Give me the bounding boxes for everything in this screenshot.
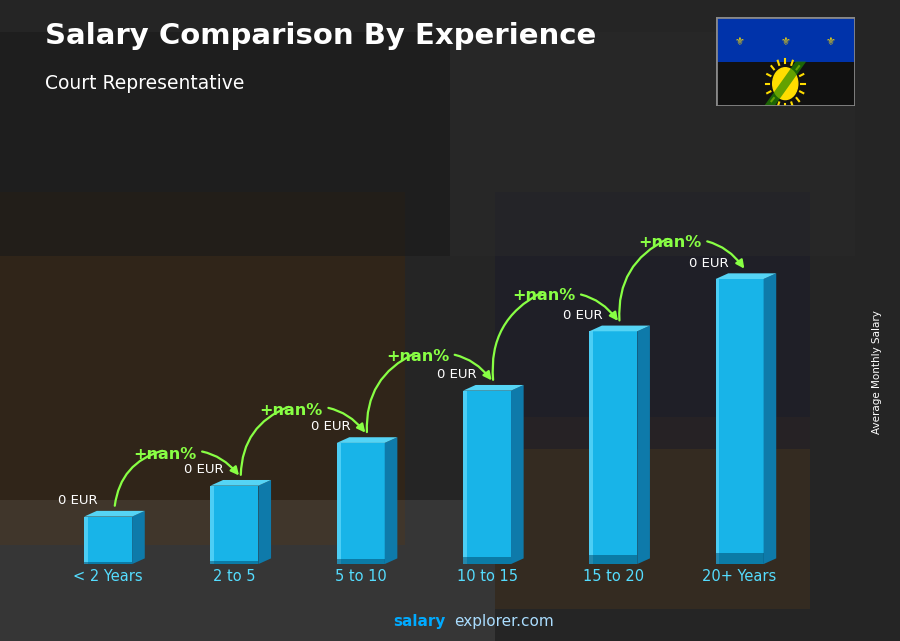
Text: 0 EUR: 0 EUR [436,368,476,381]
Text: 0 EUR: 0 EUR [689,256,729,269]
Polygon shape [85,517,88,564]
Polygon shape [463,390,467,564]
Text: Salary Comparison By Experience: Salary Comparison By Experience [45,22,596,51]
Polygon shape [590,326,650,331]
Polygon shape [384,437,397,564]
Polygon shape [337,443,340,564]
Polygon shape [211,480,271,486]
Polygon shape [211,486,258,564]
Polygon shape [716,273,776,279]
Polygon shape [337,559,384,564]
Text: 0 EUR: 0 EUR [563,309,603,322]
Text: +nan%: +nan% [386,349,490,378]
Polygon shape [132,511,145,564]
Text: ⚜: ⚜ [780,37,790,47]
Text: +nan%: +nan% [133,447,238,474]
Text: explorer.com: explorer.com [454,615,554,629]
Polygon shape [763,273,776,564]
Polygon shape [716,62,855,106]
Polygon shape [716,279,719,564]
Text: 0 EUR: 0 EUR [58,494,97,507]
Polygon shape [463,390,511,564]
Text: Court Representative: Court Representative [45,74,245,93]
Polygon shape [590,554,637,564]
Polygon shape [463,385,524,390]
Polygon shape [511,385,524,564]
Polygon shape [590,331,593,564]
Polygon shape [637,326,650,564]
Text: ⚜: ⚜ [825,37,835,47]
Polygon shape [764,62,806,106]
Text: +nan%: +nan% [638,235,742,267]
Polygon shape [258,480,271,564]
Text: salary: salary [393,615,446,629]
Polygon shape [337,443,384,564]
Polygon shape [85,517,132,564]
Polygon shape [211,486,214,564]
Polygon shape [463,557,511,564]
Polygon shape [716,279,763,564]
Text: +nan%: +nan% [259,403,364,431]
Polygon shape [590,331,637,564]
Text: 0 EUR: 0 EUR [310,420,350,433]
Polygon shape [85,562,132,564]
Text: +nan%: +nan% [512,288,616,319]
Text: ⚜: ⚜ [735,37,745,47]
Text: Average Monthly Salary: Average Monthly Salary [872,310,883,434]
Polygon shape [716,553,763,564]
Text: 0 EUR: 0 EUR [184,463,224,476]
Polygon shape [716,17,855,62]
Polygon shape [85,511,145,517]
Circle shape [773,68,797,99]
Polygon shape [211,561,258,564]
Polygon shape [337,437,397,443]
